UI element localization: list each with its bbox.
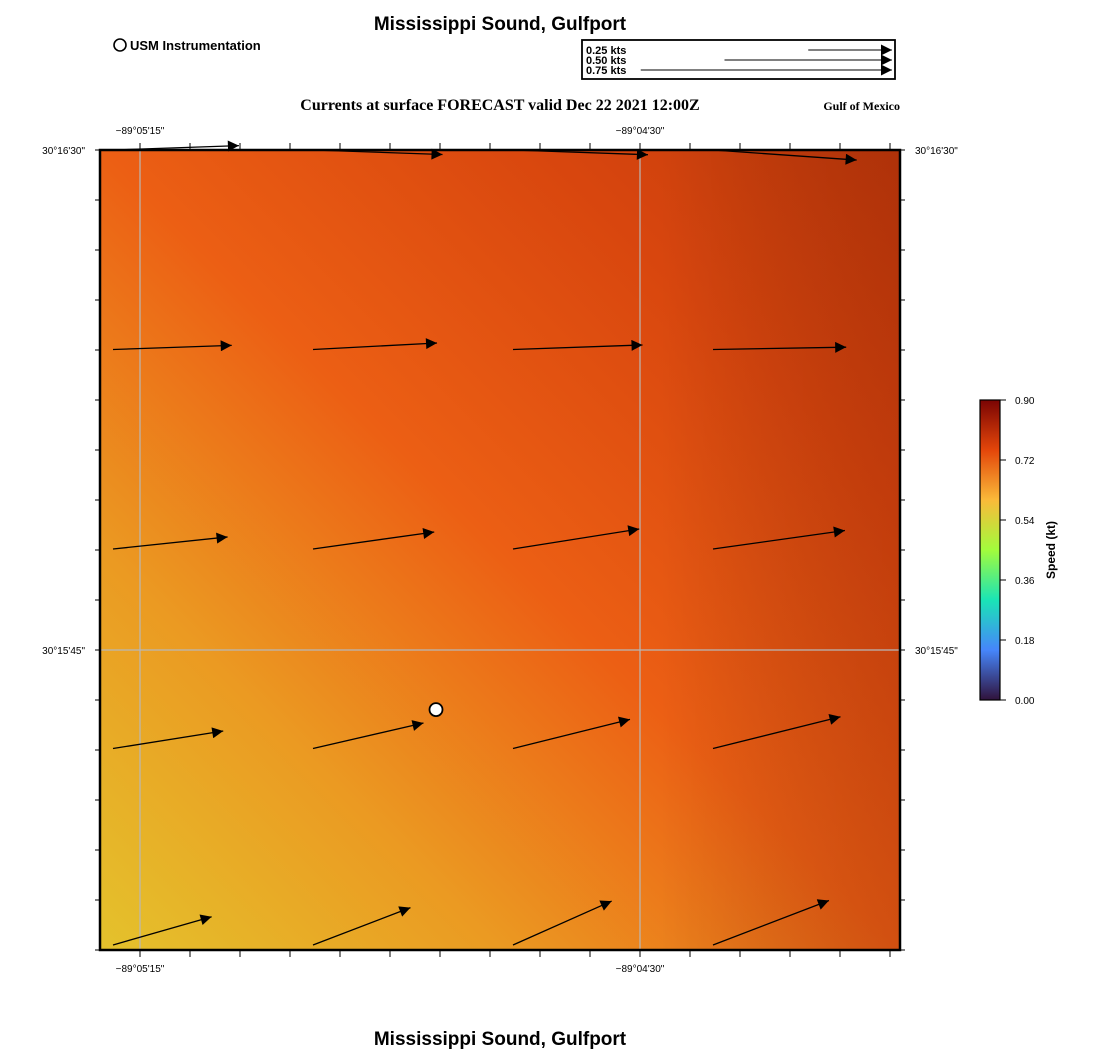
current-vector [312,906,411,946]
current-vector [112,532,228,550]
map-panel [95,140,905,957]
station-legend-label: USM Instrumentation [130,38,261,53]
current-vector [712,149,857,165]
current-vector [312,720,424,750]
current-vector [312,338,438,351]
colorbar-tick-label: 0.00 [1015,696,1035,707]
speed-background-shade [100,150,900,950]
frame-ticks [95,143,905,957]
y-tick-left-1: 30°16'30" [42,146,85,157]
current-vector [512,900,612,946]
colorbar-tick-label: 0.36 [1015,576,1035,587]
current-vectors [112,140,857,946]
current-vector [712,341,847,353]
station-legend-icon [113,38,127,52]
current-vector [712,899,830,946]
y-tick-right-2: 30°15'45" [915,646,958,657]
current-vector [512,339,643,351]
vector-scale-label: 0.50 kts [586,55,626,67]
colorbar-ramp [979,399,1001,701]
y-tick-left-2: 30°15'45" [42,646,85,657]
forecast-subtitle: Currents at surface FORECAST valid Dec 2… [300,97,699,114]
vector-scale-label: 0.25 kts [586,45,626,57]
x-tick-bottom-2: −89°04'30" [616,964,665,975]
current-vector [112,340,232,352]
current-vector [712,714,841,750]
current-vector [512,525,640,550]
vector-scale-label: 0.75 kts [586,65,626,77]
colorbar-label: Speed (kt) [1044,521,1058,579]
current-vector [112,727,224,750]
current-vector [512,716,631,750]
colorbar-tick-label: 0.18 [1015,636,1035,647]
x-tick-top-1: −89°05'15" [116,126,165,137]
station-marker[interactable] [428,702,444,717]
footer-title: Mississippi Sound, Gulfport [374,1029,627,1050]
current-vector [712,526,845,550]
map-title: Mississippi Sound, Gulfport [374,14,627,35]
current-vector [312,528,435,550]
colorbar: 0.00 0.18 0.36 0.54 0.72 0.90 Speed (kt) [979,396,1058,707]
colorbar-tick-label: 0.90 [1015,396,1035,407]
graticule [100,150,900,950]
current-vector [112,914,212,946]
region-label: Gulf of Mexico [823,99,900,113]
y-tick-right-1: 30°16'30" [915,146,958,157]
station-legend: USM Instrumentation [113,38,261,53]
colorbar-tick-label: 0.54 [1015,516,1035,527]
colorbar-tick-label: 0.72 [1015,456,1035,467]
axis-labels: −89°05'15" −89°04'30" −89°05'15" −89°04'… [42,126,958,975]
x-tick-top-2: −89°04'30" [616,126,665,137]
x-tick-bottom-1: −89°05'15" [116,964,165,975]
